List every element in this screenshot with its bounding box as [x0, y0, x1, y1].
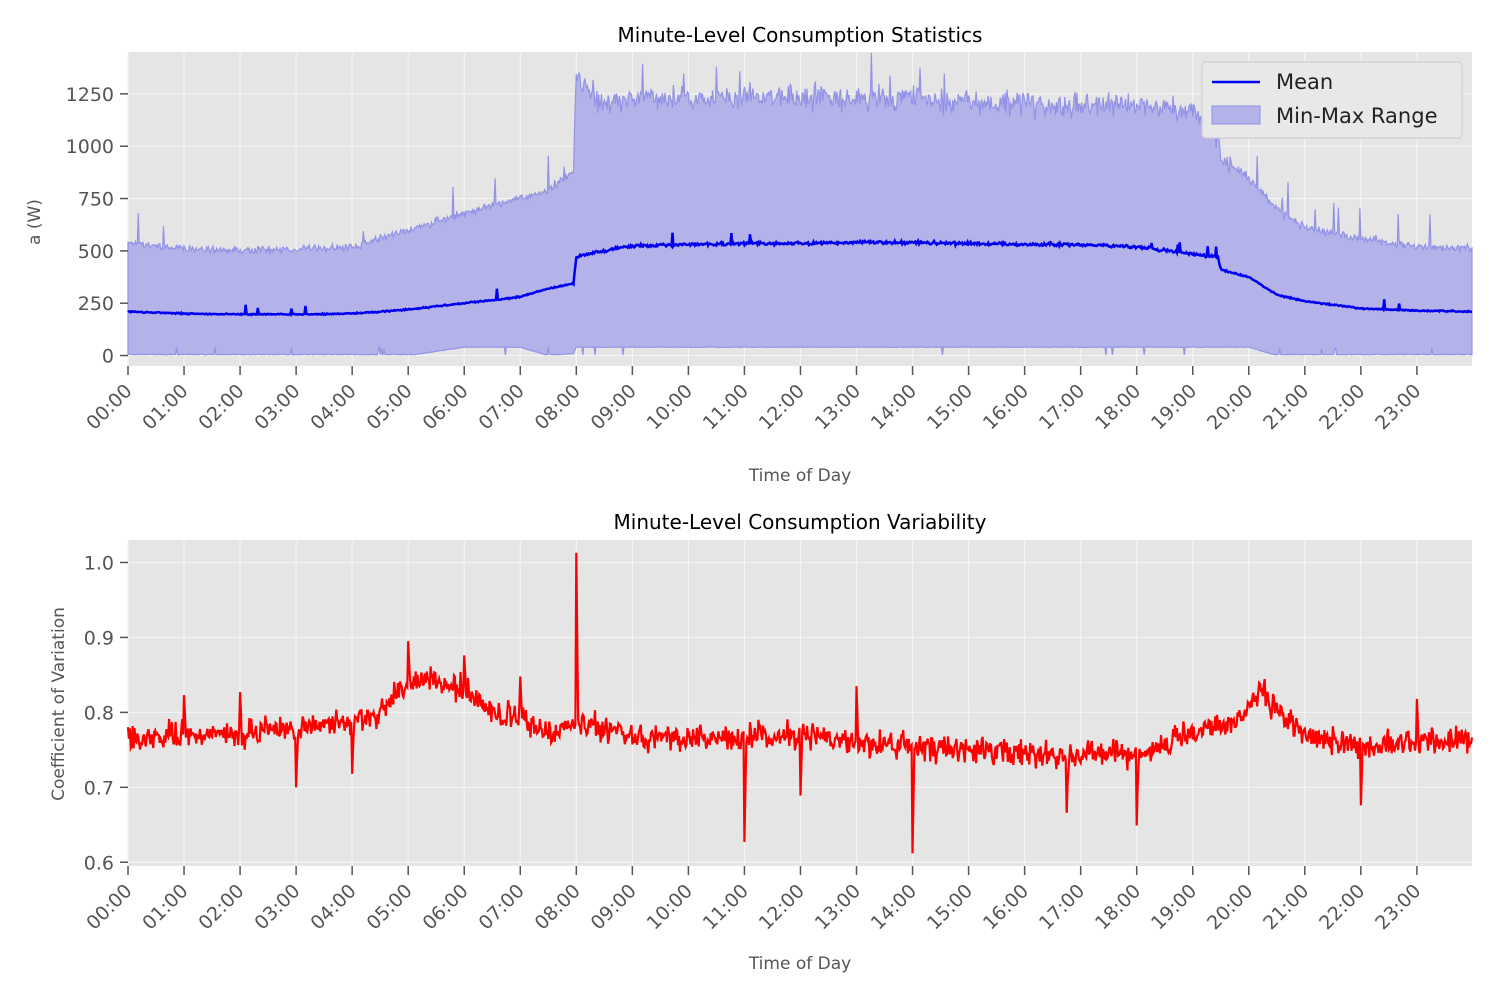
x-tick-label: 08:00 [531, 380, 585, 434]
x-tick-label: 22:00 [1315, 380, 1369, 434]
cv-line [126, 552, 1474, 854]
y-tick-label: 500 [78, 241, 114, 263]
x-tick-label: 10:00 [643, 380, 697, 434]
x-tick-label: 11:00 [699, 380, 753, 434]
x-tick-label: 05:00 [362, 880, 416, 934]
x-tick-label: 02:00 [194, 380, 248, 434]
x-tick-label: 18:00 [1091, 380, 1145, 434]
x-tick-label: 23:00 [1371, 880, 1425, 934]
x-tick-label: 09:00 [587, 880, 641, 934]
x-tick-label: 19:00 [1147, 880, 1201, 934]
x-tick-label: 17:00 [1035, 380, 1089, 434]
x-tick-label: 14:00 [867, 380, 921, 434]
x-tick-label: 22:00 [1315, 880, 1369, 934]
y-tick-label: 250 [78, 293, 114, 315]
x-tick-label: 15:00 [923, 380, 977, 434]
x-tick-label: 16:00 [979, 880, 1033, 934]
x-tick-label: 20:00 [1203, 380, 1257, 434]
x-tick-label: 00:00 [82, 380, 136, 434]
x-tick-label: 13:00 [811, 380, 865, 434]
y-tick-label: 0.9 [84, 627, 114, 649]
legend: Mean Min-Max Range [1201, 61, 1463, 139]
x-tick-label: 17:00 [1035, 880, 1089, 934]
x-tick-label: 01:00 [138, 880, 192, 934]
x-tick-label: 11:00 [699, 880, 753, 934]
chart-2-ylabel: Coefficient of Variation [49, 607, 69, 801]
legend-range-swatch [1211, 105, 1261, 125]
chart-1: 0 250 500 750 1000 1250 00:00 01:00 02:00 03:00 04… [25, 23, 1473, 486]
x-tick-label: 13:00 [811, 880, 865, 934]
chart-2-title: Minute-Level Consumption Variability [614, 510, 987, 534]
x-tick-label: 01:00 [138, 380, 192, 434]
chart-2: 0.6 0.7 0.8 0.9 1.0 00:00 01:00 02:00 03:00 04:00… [49, 510, 1474, 974]
chart-2-xlabel: Time of Day [748, 954, 851, 974]
x-tick-label: 04:00 [306, 880, 360, 934]
y-tick-label: 0.7 [84, 777, 114, 799]
x-tick-label: 23:00 [1371, 380, 1425, 434]
x-tick-label: 14:00 [867, 880, 921, 934]
chart-1-title: Minute-Level Consumption Statistics [618, 23, 983, 47]
y-tick-label: 750 [78, 189, 114, 211]
x-tick-label: 03:00 [250, 380, 304, 434]
y-tick-label: 0.6 [84, 852, 114, 874]
grid-2 [127, 540, 1472, 866]
x-tick-label: 08:00 [531, 880, 585, 934]
x-tick-label: 07:00 [475, 380, 529, 434]
x-tick-label: 05:00 [362, 380, 416, 434]
x-tick-label: 03:00 [250, 880, 304, 934]
y-tick-label: 1.0 [84, 552, 114, 574]
x-tick-label: 21:00 [1259, 880, 1313, 934]
x-tick-label: 16:00 [979, 380, 1033, 434]
x-tick-label: 04:00 [306, 380, 360, 434]
x-tick-label: 00:00 [82, 880, 136, 934]
x-tick-label: 18:00 [1091, 880, 1145, 934]
x-tick-label: 07:00 [475, 880, 529, 934]
legend-mean-label: Mean [1276, 70, 1333, 94]
legend-range-label: Min-Max Range [1276, 104, 1438, 128]
x-tick-label: 09:00 [587, 380, 641, 434]
min-max-range-area [127, 52, 1473, 356]
y-tick-label: 1250 [66, 84, 114, 106]
y-tick-label: 0.8 [84, 702, 114, 724]
chart-1-xlabel: Time of Day [748, 466, 851, 486]
x-tick-label: 06:00 [418, 380, 472, 434]
x-tick-label: 21:00 [1259, 380, 1313, 434]
chart-1-ylabel: a (W) [25, 199, 45, 245]
x-tick-label: 15:00 [923, 880, 977, 934]
x-tick-label: 10:00 [643, 880, 697, 934]
x-tick-label: 12:00 [755, 880, 809, 934]
x-tick-label: 02:00 [194, 880, 248, 934]
y-tick-label: 0 [102, 346, 114, 368]
legend-box [1201, 61, 1463, 139]
mean-line [127, 232, 1472, 318]
y-tick-label: 1000 [66, 136, 114, 158]
x-tick-label: 19:00 [1147, 380, 1201, 434]
x-tick-label: 12:00 [755, 380, 809, 434]
x-tick-label: 20:00 [1203, 880, 1257, 934]
x-tick-label: 06:00 [418, 880, 472, 934]
